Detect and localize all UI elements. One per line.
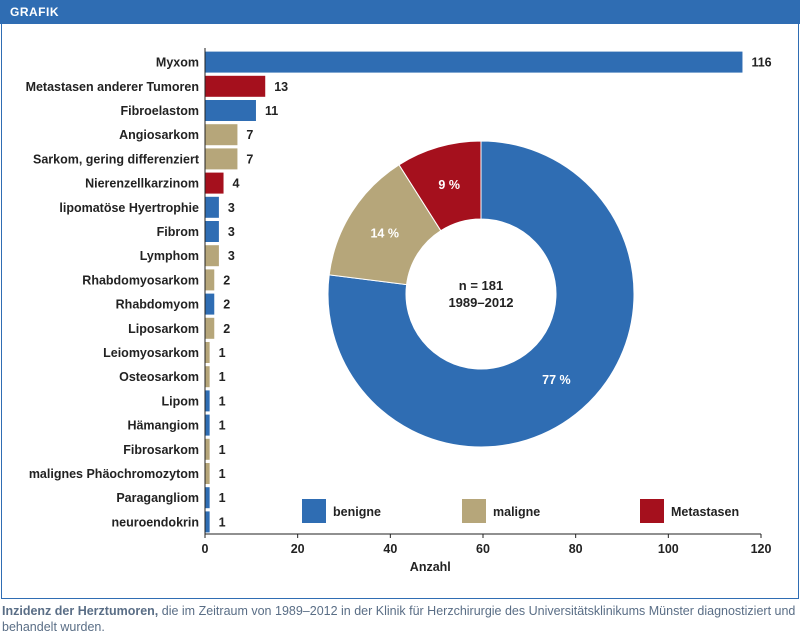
category-label-1: Myxom — [156, 56, 199, 70]
category-label-15: Lipom — [162, 394, 200, 408]
category-label-8: Fibrom — [157, 225, 199, 239]
value-label-5: 7 — [246, 152, 253, 166]
legend-label-maligne: maligne — [493, 505, 540, 519]
bar-13 — [205, 342, 210, 363]
bar-11 — [205, 293, 215, 315]
donut-center-period: 1989–2012 — [448, 295, 513, 310]
bar-16 — [205, 414, 210, 436]
x-tick-label-120: 120 — [751, 542, 772, 556]
legend-label-metastasen: Metastasen — [671, 505, 739, 519]
x-tick-label-60: 60 — [476, 542, 490, 556]
value-label-15: 1 — [219, 394, 226, 408]
category-label-7: lipomatöse Hyertrophie — [59, 201, 199, 215]
bar-9 — [205, 245, 219, 267]
value-label-12: 2 — [223, 322, 230, 336]
bar-18 — [205, 463, 210, 484]
caption-text: die im Zeitraum von 1989–2012 in der Kli… — [2, 604, 796, 634]
figure-header: GRAFIK — [0, 0, 800, 24]
category-label-2: Metastasen anderer Tumoren — [26, 80, 199, 94]
category-label-20: neuroendokrin — [111, 515, 199, 529]
category-label-17: Fibrosarkom — [123, 443, 199, 457]
category-label-9: Lymphom — [140, 249, 199, 263]
bar-5 — [205, 148, 238, 170]
figure-caption: Inzidenz der Herztumoren, die im Zeitrau… — [2, 603, 798, 635]
x-tick-label-40: 40 — [383, 542, 397, 556]
donut-label-benigne: 77 % — [542, 373, 571, 387]
bar-14 — [205, 366, 210, 388]
category-label-13: Leiomyosarkom — [103, 346, 199, 360]
value-label-17: 1 — [219, 443, 226, 457]
bar-2 — [205, 75, 266, 97]
donut-slice-benigne — [327, 140, 635, 448]
legend-swatch-maligne — [462, 499, 486, 523]
x-tick-label-0: 0 — [202, 542, 209, 556]
bar-1 — [205, 51, 743, 73]
x-tick-label-100: 100 — [658, 542, 679, 556]
bar-12 — [205, 317, 215, 339]
value-label-4: 7 — [246, 128, 253, 142]
value-label-9: 3 — [228, 249, 235, 263]
bar-8 — [205, 221, 219, 242]
value-label-13: 1 — [219, 346, 226, 360]
category-label-18: malignes Phäochromozytom — [29, 467, 199, 481]
value-label-2: 13 — [274, 80, 288, 94]
chart-panel: Myxom 116 Metastasen anderer Tumoren 13 Fibr… — [1, 24, 799, 599]
bar-15 — [205, 390, 210, 412]
value-label-20: 1 — [219, 515, 226, 529]
value-label-18: 1 — [219, 467, 226, 481]
category-label-3: Fibroelastom — [121, 104, 200, 118]
category-label-10: Rhabdomyosarkom — [82, 273, 199, 287]
category-label-12: Liposarkom — [128, 322, 199, 336]
bar-17 — [205, 438, 210, 460]
value-label-7: 3 — [228, 201, 235, 215]
category-label-19: Paragangliom — [116, 491, 199, 505]
category-label-14: Osteosarkom — [119, 370, 199, 384]
value-label-1: 116 — [751, 56, 771, 70]
x-tick-label-20: 20 — [291, 542, 305, 556]
value-label-16: 1 — [219, 419, 226, 433]
value-label-6: 4 — [233, 177, 240, 191]
value-label-10: 2 — [223, 273, 230, 287]
category-label-11: Rhabdomyom — [116, 298, 199, 312]
donut-center-n: n = 181 — [459, 278, 503, 293]
figure-title: GRAFIK — [10, 5, 59, 19]
legend-swatch-benigne — [302, 499, 326, 523]
value-label-3: 11 — [265, 104, 278, 118]
caption-bold: Inzidenz der Herztumoren, — [2, 604, 159, 618]
bar-7 — [205, 196, 219, 218]
category-label-4: Angiosarkom — [119, 128, 199, 142]
bar-4 — [205, 124, 238, 146]
donut-label-maligne: 14 % — [370, 226, 399, 240]
value-label-14: 1 — [219, 370, 226, 384]
bar-3 — [205, 100, 256, 121]
value-label-8: 3 — [228, 225, 235, 239]
bar-20 — [205, 511, 210, 533]
x-axis-title: Anzahl — [410, 560, 451, 574]
bar-19 — [205, 487, 210, 509]
value-label-19: 1 — [219, 491, 226, 505]
legend-label-benigne: benigne — [333, 505, 381, 519]
category-label-5: Sarkom, gering differenziert — [33, 152, 200, 166]
donut-slice-metastasen — [398, 140, 482, 232]
legend-swatch-metastasen — [640, 499, 664, 523]
category-label-6: Nierenzellkarzinom — [85, 177, 199, 191]
category-label-16: Hämangiom — [127, 419, 199, 433]
x-tick-label-80: 80 — [569, 542, 583, 556]
value-label-11: 2 — [223, 298, 230, 312]
bar-6 — [205, 172, 224, 194]
bar-10 — [205, 269, 215, 291]
donut-label-metastasen: 9 % — [438, 178, 460, 192]
